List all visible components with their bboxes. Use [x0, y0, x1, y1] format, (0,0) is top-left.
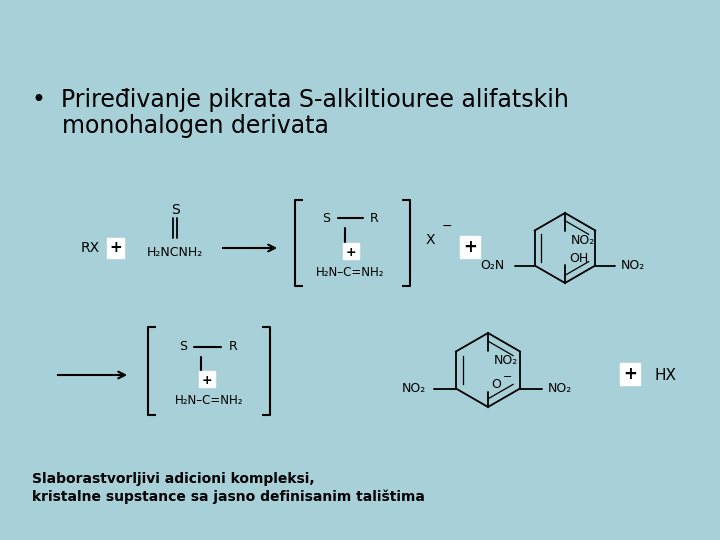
Text: −: −	[503, 372, 513, 382]
Text: OH: OH	[570, 252, 589, 265]
Text: NO₂: NO₂	[621, 259, 645, 272]
Text: X: X	[426, 233, 435, 247]
Text: S: S	[179, 341, 187, 354]
Text: H₂NCNH₂: H₂NCNH₂	[147, 246, 203, 259]
Text: R: R	[229, 341, 238, 354]
Text: RX: RX	[81, 241, 99, 255]
Text: +: +	[623, 365, 637, 383]
Text: +: +	[345, 246, 356, 259]
Text: −: −	[442, 219, 452, 233]
Bar	[460, 236, 480, 258]
Text: S: S	[171, 203, 179, 217]
Bar	[107, 238, 124, 258]
Text: kristalne supstance sa jasno definisanim talištima: kristalne supstance sa jasno definisanim…	[32, 490, 425, 504]
Text: NO₂: NO₂	[402, 382, 426, 395]
Text: monohalogen derivata: monohalogen derivata	[32, 114, 329, 138]
Text: NO₂: NO₂	[571, 234, 595, 247]
Text: Slaborastvorljivi adicioni kompleksi,: Slaborastvorljivi adicioni kompleksi,	[32, 472, 315, 486]
Text: S: S	[323, 212, 330, 225]
Text: O: O	[491, 379, 501, 392]
Text: •  Priređivanje pikrata S-alkiltiouree alifatskih: • Priređivanje pikrata S-alkiltiouree al…	[32, 88, 569, 112]
Text: HX: HX	[654, 368, 676, 382]
Text: +: +	[202, 374, 212, 387]
Text: NO₂: NO₂	[494, 354, 518, 368]
Text: H₂N–C=NH₂: H₂N–C=NH₂	[175, 395, 243, 408]
Bar	[620, 363, 640, 385]
Bar	[199, 371, 215, 387]
Text: R: R	[370, 212, 379, 225]
Bar	[343, 243, 359, 259]
Text: O₂N: O₂N	[480, 259, 505, 272]
Text: H₂N–C=NH₂: H₂N–C=NH₂	[316, 266, 384, 279]
Text: +: +	[109, 240, 122, 255]
Text: +: +	[463, 238, 477, 256]
Text: NO₂: NO₂	[548, 382, 572, 395]
